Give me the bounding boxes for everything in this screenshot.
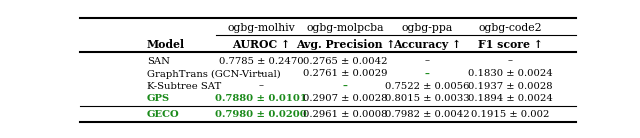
Text: 0.2761 ± 0.0029: 0.2761 ± 0.0029 [303, 69, 388, 78]
Text: 0.8015 ± 0.0033: 0.8015 ± 0.0033 [385, 94, 470, 103]
Text: 0.7982 ± 0.0042: 0.7982 ± 0.0042 [385, 110, 470, 119]
Text: GECO: GECO [147, 110, 180, 119]
Text: Avg. Precision ↑: Avg. Precision ↑ [296, 39, 395, 50]
Text: 0.2765 ± 0.0042: 0.2765 ± 0.0042 [303, 57, 388, 66]
Text: ogbg-molpcba: ogbg-molpcba [307, 23, 384, 33]
Text: 0.2961 ± 0.0008: 0.2961 ± 0.0008 [303, 110, 388, 119]
Text: –: – [343, 82, 348, 91]
Text: F1 score ↑: F1 score ↑ [478, 39, 543, 50]
Text: 0.1937 ± 0.0028: 0.1937 ± 0.0028 [468, 82, 553, 91]
Text: K-Subtree SAT: K-Subtree SAT [147, 82, 221, 91]
Text: 0.1830 ± 0.0024: 0.1830 ± 0.0024 [468, 69, 553, 78]
Text: GPS: GPS [147, 94, 170, 103]
Text: ogbg-code2: ogbg-code2 [479, 23, 542, 33]
Text: ogbg-ppa: ogbg-ppa [401, 23, 453, 33]
Text: –: – [508, 57, 513, 66]
Text: ogbg-molhiv: ogbg-molhiv [227, 23, 295, 33]
Text: –: – [425, 69, 429, 78]
Text: 0.7980 ± 0.0200: 0.7980 ± 0.0200 [215, 110, 307, 119]
Text: Accuracy ↑: Accuracy ↑ [393, 39, 461, 50]
Text: GraphTrans (GCN-Virtual): GraphTrans (GCN-Virtual) [147, 69, 281, 79]
Text: 0.1915 ± 0.002: 0.1915 ± 0.002 [471, 110, 550, 119]
Text: –: – [259, 82, 264, 91]
Text: AUROC ↑: AUROC ↑ [232, 39, 290, 50]
Text: 0.7785 ± 0.2470: 0.7785 ± 0.2470 [219, 57, 303, 66]
Text: 0.7880 ± 0.0101: 0.7880 ± 0.0101 [215, 94, 307, 103]
Text: 0.7522 ± 0.0056: 0.7522 ± 0.0056 [385, 82, 469, 91]
Text: Model: Model [147, 39, 185, 50]
Text: –: – [425, 57, 429, 66]
Text: –: – [259, 69, 264, 78]
Text: SAN: SAN [147, 57, 170, 66]
Text: 0.2907 ± 0.0028: 0.2907 ± 0.0028 [303, 94, 388, 103]
Text: 0.1894 ± 0.0024: 0.1894 ± 0.0024 [468, 94, 553, 103]
